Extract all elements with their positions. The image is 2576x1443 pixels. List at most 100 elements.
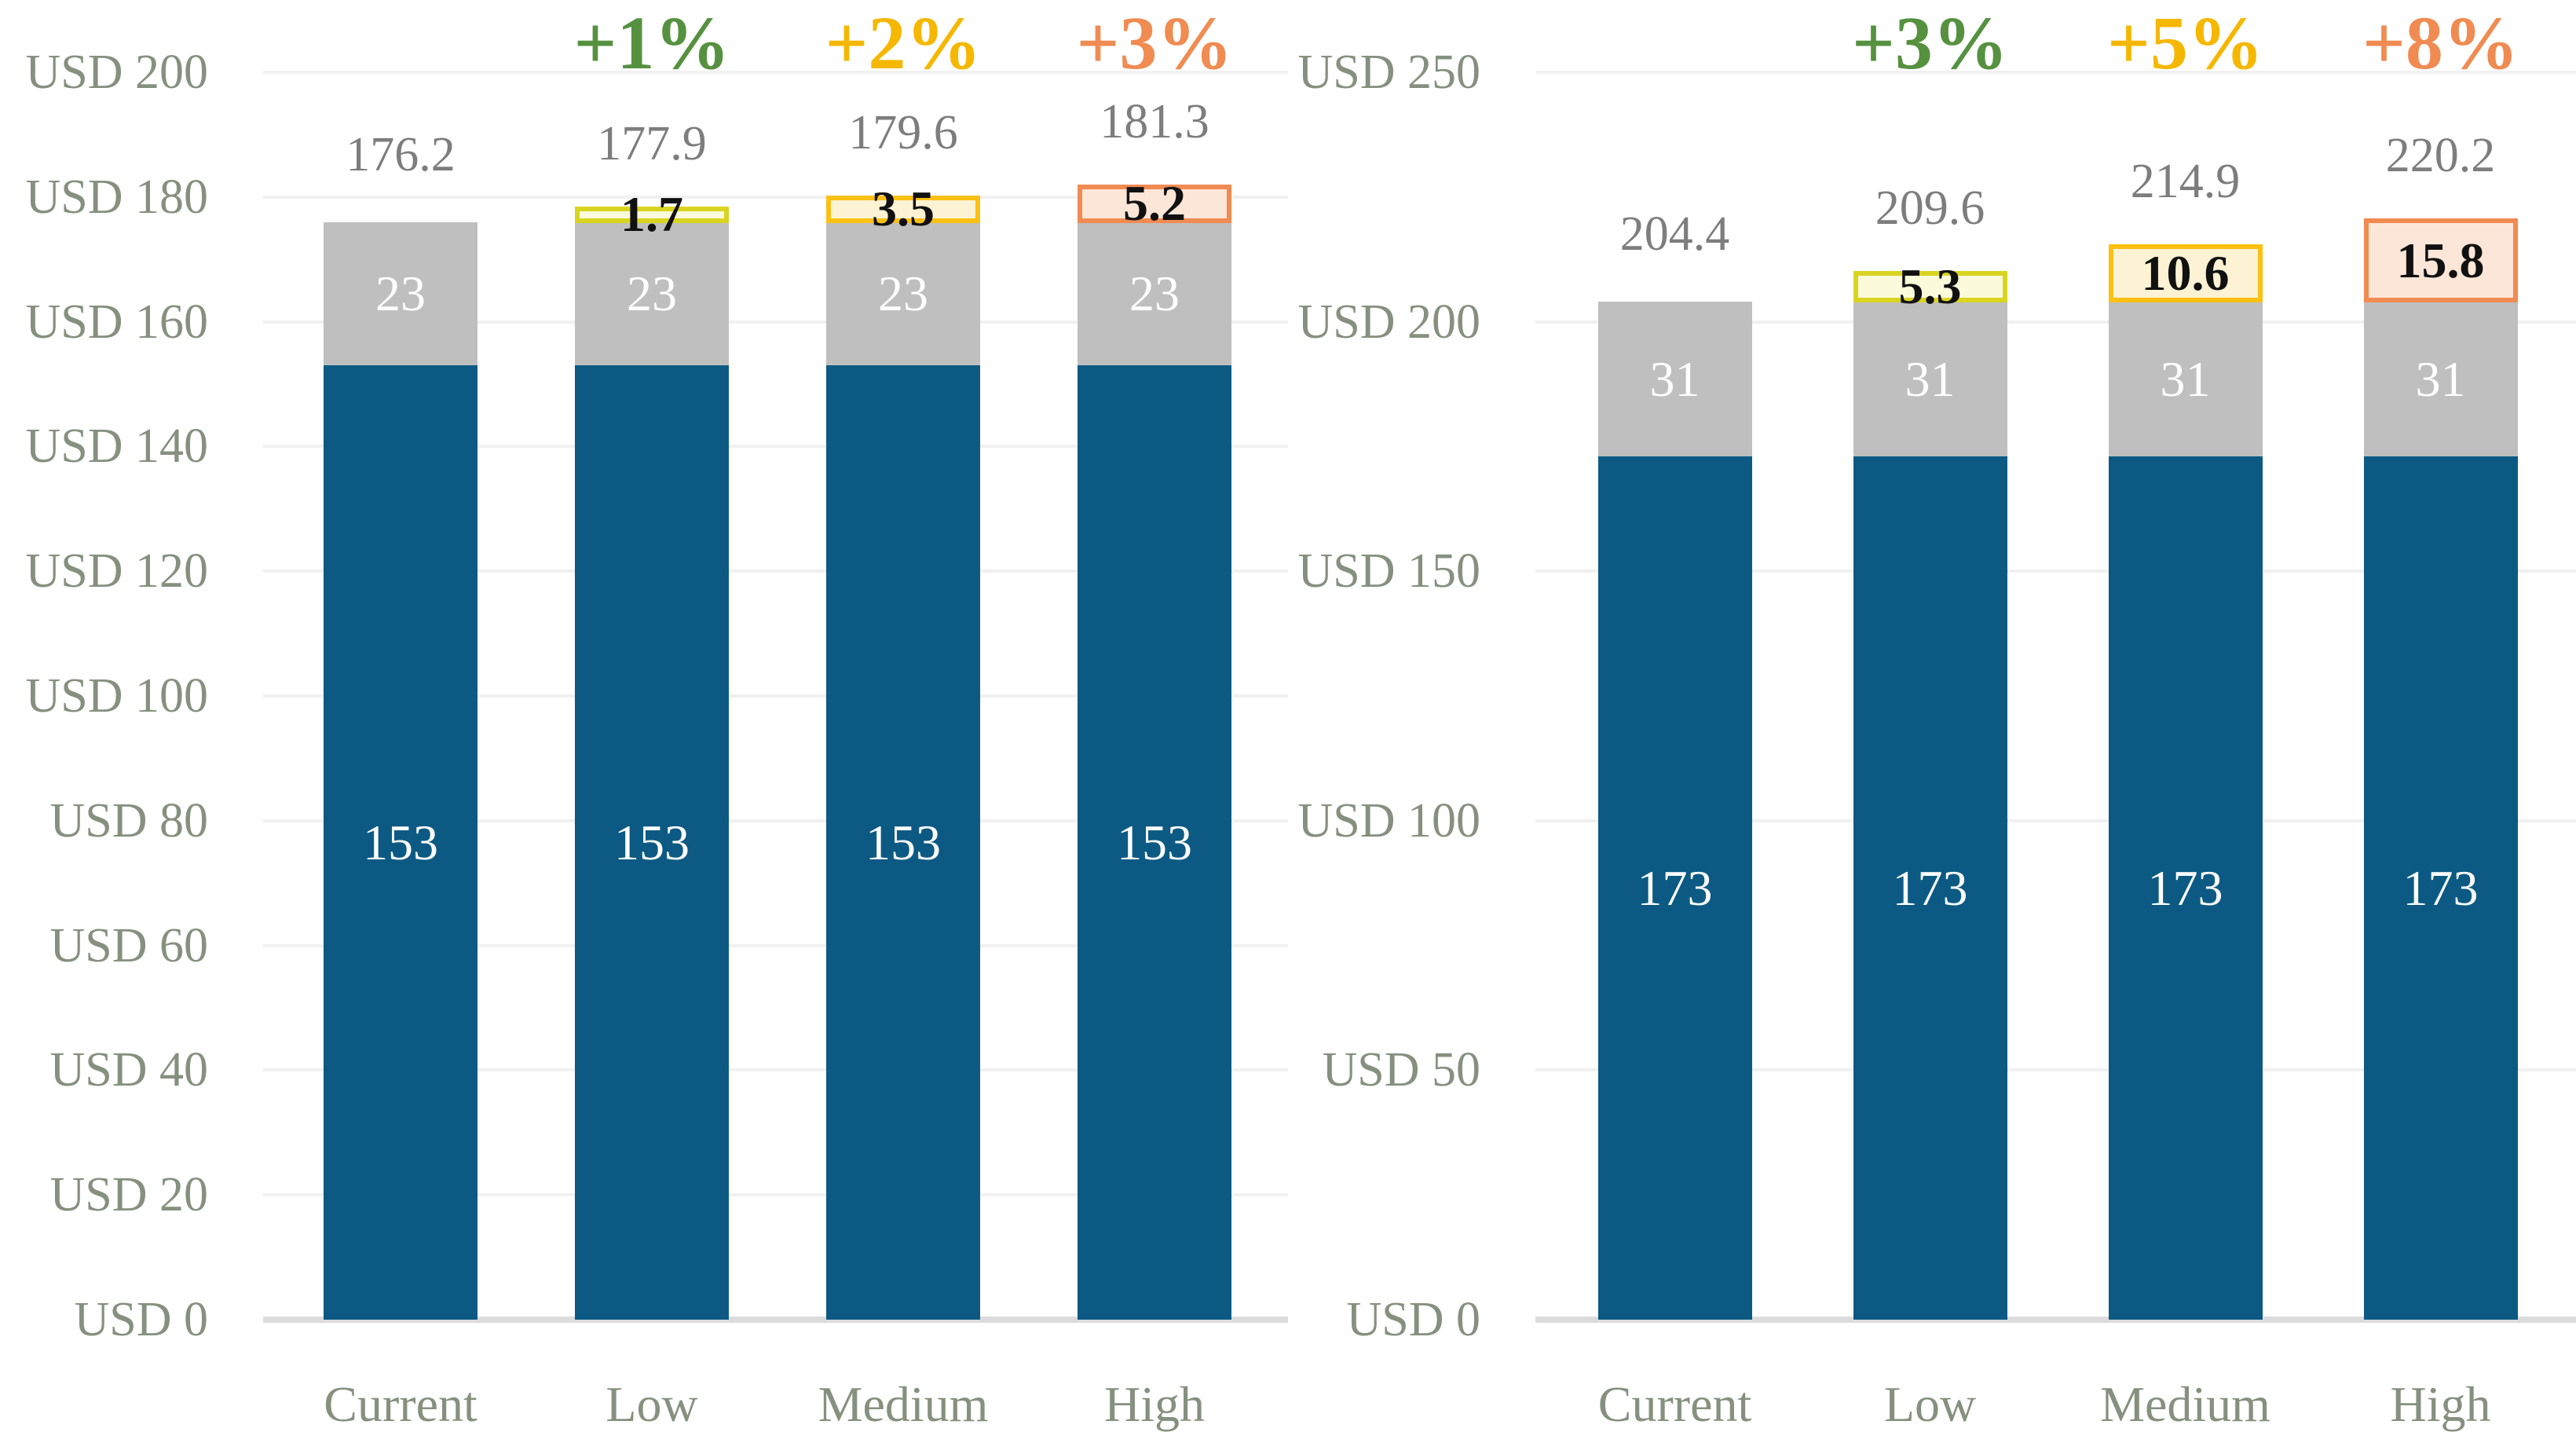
upper-segment: 31 <box>2363 302 2518 457</box>
base-segment: 153 <box>1078 365 1231 1320</box>
left-chart: USD 0 USD 20 USD 40 USD 60 USD 80 USD 100 USD … <box>25 1 1288 1432</box>
base-segment: 173 <box>1853 456 2007 1320</box>
increment-value-label: 15.8 <box>2396 232 2485 288</box>
base-value-label: 173 <box>2147 859 2223 916</box>
increment-segment: 1.7 <box>575 189 729 240</box>
y-axis-tick-label: USD 180 <box>25 170 208 224</box>
y-axis-tick-label: USD 120 <box>25 544 208 599</box>
y-axis-tick-label: USD 0 <box>1346 1293 1480 1346</box>
y-axis-tick-label: USD 80 <box>49 793 208 848</box>
y-axis-tick-label: USD 250 <box>1297 46 1480 99</box>
base-value-label: 153 <box>1117 814 1192 870</box>
x-axis-category-label: High <box>2390 1376 2491 1432</box>
base-segment: 173 <box>1597 456 1752 1320</box>
upper-segment: 23 <box>826 222 980 366</box>
x-axis-line <box>263 1317 1288 1323</box>
gridline <box>263 819 1288 822</box>
base-value-label: 153 <box>614 814 690 870</box>
increment-segment: 15.8 <box>2363 218 2518 303</box>
total-label: 176.2 <box>346 127 456 181</box>
y-axis-tick-label: USD 0 <box>74 1293 208 1346</box>
upper-segment: 23 <box>324 222 478 366</box>
total-label: 209.6 <box>1875 181 1985 235</box>
increment-value-label: 3.5 <box>872 181 935 237</box>
base-value-label: 153 <box>865 814 941 870</box>
base-value-label: 173 <box>1892 859 1968 916</box>
increment-segment: 3.5 <box>826 184 980 234</box>
y-axis-tick-label: USD 60 <box>49 918 208 972</box>
x-axis-category-label: Medium <box>2100 1376 2270 1432</box>
y-axis-tick-label: USD 200 <box>1297 295 1480 349</box>
upper-segment: 31 <box>2108 302 2263 457</box>
base-value-label: 173 <box>1637 859 1713 916</box>
growth-percent-label: +3% <box>1852 1 2008 85</box>
gridline <box>263 445 1288 449</box>
x-axis-category-label: High <box>1104 1376 1205 1432</box>
increment-value-label: 1.7 <box>620 186 683 243</box>
increment-value-label: 5.2 <box>1123 175 1186 232</box>
gridline <box>263 320 1288 324</box>
growth-percent-label: +8% <box>2362 1 2519 85</box>
upper-value-label: 23 <box>878 265 928 321</box>
growth-percent-label: +5% <box>2107 1 2263 85</box>
gridline <box>263 195 1288 199</box>
y-axis-tick-label: USD 150 <box>1297 544 1480 599</box>
gridline <box>263 694 1288 698</box>
upper-segment: 23 <box>1078 222 1231 366</box>
gridline <box>263 1068 1288 1072</box>
total-label: 179.6 <box>848 105 958 159</box>
upper-segment: 31 <box>1597 302 1752 457</box>
upper-value-label: 31 <box>1649 350 1700 407</box>
y-axis-tick-label: USD 100 <box>25 669 208 723</box>
y-axis-tick-label: USD 140 <box>25 419 208 474</box>
total-label: 177.9 <box>597 117 707 171</box>
y-axis-tick-label: USD 160 <box>25 295 208 349</box>
base-value-label: 153 <box>363 814 438 870</box>
base-segment: 153 <box>324 365 478 1320</box>
total-label: 220.2 <box>2385 128 2496 182</box>
increment-segment: 5.2 <box>1078 178 1231 229</box>
y-axis-tick-label: USD 100 <box>1297 793 1480 848</box>
upper-value-label: 31 <box>2415 350 2466 407</box>
upper-value-label: 23 <box>627 265 677 321</box>
gridline <box>263 1193 1288 1197</box>
y-axis-tick-label: USD 40 <box>49 1043 208 1097</box>
base-segment: 173 <box>2363 456 2518 1320</box>
total-label: 181.3 <box>1100 95 1209 149</box>
x-axis-line <box>1535 1317 2576 1323</box>
upper-value-label: 31 <box>2160 350 2211 407</box>
increment-segment: 5.3 <box>1853 261 2007 311</box>
base-value-label: 173 <box>2402 859 2479 916</box>
x-axis-category-label: Low <box>1883 1376 1977 1432</box>
y-axis-tick-label: USD 50 <box>1322 1043 1480 1097</box>
upper-segment: 23 <box>575 222 729 366</box>
x-axis-category-label: Low <box>606 1376 698 1432</box>
total-label: 214.9 <box>2130 154 2241 208</box>
upper-value-label: 23 <box>1129 265 1180 321</box>
x-axis-category-label: Current <box>324 1376 478 1432</box>
x-axis-category-label: Medium <box>818 1376 989 1432</box>
base-segment: 173 <box>2108 456 2263 1320</box>
growth-percent-label: +1% <box>573 1 730 85</box>
increment-value-label: 5.3 <box>1898 258 1962 314</box>
gridline <box>1535 71 2576 74</box>
base-segment: 153 <box>826 365 980 1320</box>
gridline <box>1535 320 2576 324</box>
gridline <box>263 943 1288 947</box>
increment-value-label: 10.6 <box>2141 245 2230 302</box>
upper-segment: 31 <box>1853 302 2007 457</box>
gridline <box>263 71 1288 74</box>
total-label: 204.4 <box>1619 207 1730 262</box>
base-segment: 153 <box>575 365 729 1320</box>
right-chart: USD 0 USD 50 USD 100 USD 150 USD 200 USD 250 1… <box>1288 0 2576 1443</box>
gridline <box>1535 570 2576 573</box>
upper-value-label: 31 <box>1905 350 1956 407</box>
growth-percent-label: +3% <box>1076 1 1233 85</box>
x-axis-category-label: Current <box>1597 1376 1752 1432</box>
increment-segment: 10.6 <box>2108 244 2263 303</box>
y-axis-tick-label: USD 20 <box>49 1168 208 1222</box>
growth-percent-label: +2% <box>825 1 982 85</box>
gridline <box>1535 1068 2576 1072</box>
gridline <box>263 570 1288 573</box>
